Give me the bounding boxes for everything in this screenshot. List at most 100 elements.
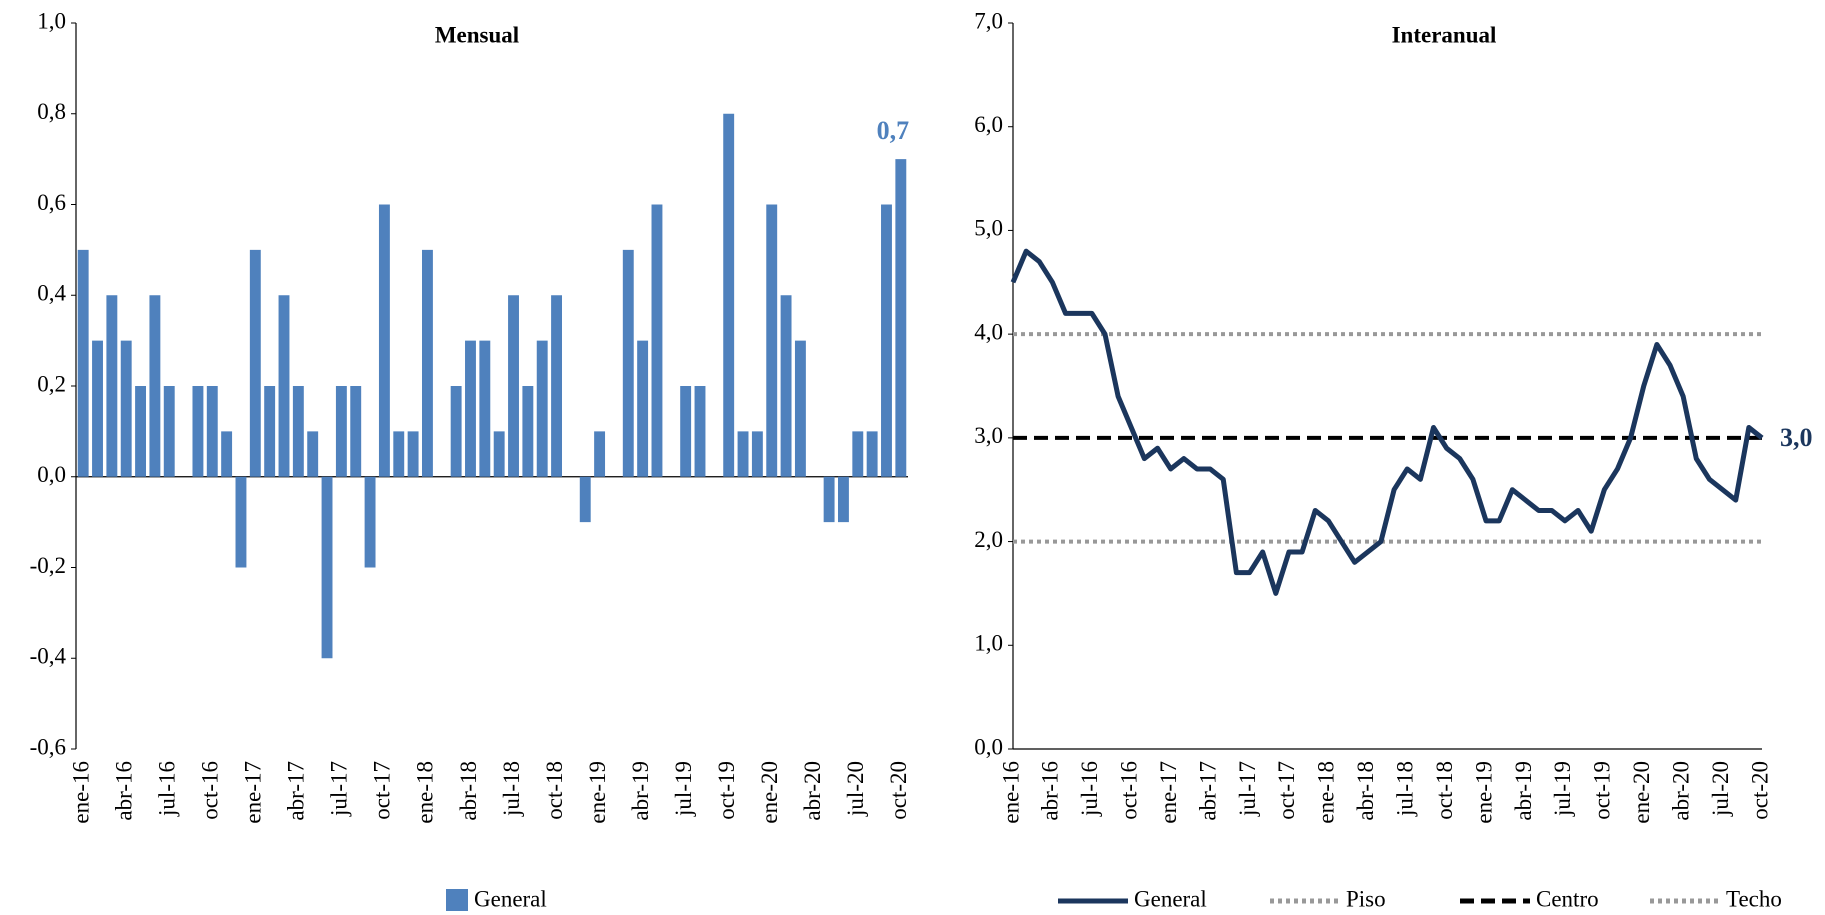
bar — [364, 476, 376, 568]
y-tick-label: 0,0 — [974, 734, 1003, 759]
bar — [106, 295, 118, 477]
bar — [350, 386, 362, 477]
legend-label: Techo — [1726, 886, 1782, 911]
y-tick-label: 0,2 — [37, 371, 66, 396]
bar — [421, 249, 433, 477]
x-tick-label: oct-16 — [198, 761, 223, 820]
bar — [163, 386, 175, 477]
bar — [780, 295, 792, 477]
bar — [479, 340, 491, 477]
x-tick-label: jul-19 — [671, 761, 696, 817]
x-tick-label: ene-20 — [1629, 761, 1654, 824]
bar — [794, 340, 806, 477]
x-tick-label: ene-19 — [585, 761, 610, 824]
x-tick-label: jul-20 — [843, 761, 868, 817]
y-tick-label: 1,0 — [974, 631, 1003, 656]
y-tick-label: 0,6 — [37, 190, 66, 215]
bar — [579, 476, 591, 523]
data-label: 0,7 — [877, 116, 910, 145]
bar — [881, 204, 892, 477]
y-tick-label: 5,0 — [974, 216, 1003, 241]
x-tick-label: jul-16 — [155, 761, 180, 817]
x-tick-label: abr-19 — [628, 761, 653, 821]
bar — [249, 249, 261, 477]
bar — [751, 431, 763, 477]
x-tick-label: jul-20 — [1708, 761, 1733, 817]
x-tick-label: abr-16 — [1038, 761, 1063, 821]
bar — [378, 204, 390, 477]
bar — [837, 476, 849, 523]
bar — [895, 159, 907, 477]
line — [1010, 248, 1764, 596]
x-tick-label: ene-17 — [1156, 761, 1181, 824]
chart-title: Mensual — [435, 22, 519, 47]
bar — [694, 386, 706, 477]
bar — [723, 113, 735, 477]
x-tick-label: jul-17 — [1235, 761, 1260, 817]
y-tick-label: 0,8 — [37, 99, 66, 124]
legend-label: Piso — [1346, 886, 1386, 911]
x-tick-label: jul-18 — [499, 761, 524, 817]
x-tick-label: oct-20 — [1747, 761, 1772, 820]
y-tick-label: 3,0 — [974, 423, 1003, 448]
bar — [637, 340, 649, 477]
legend-label: General — [1134, 886, 1207, 911]
bar — [852, 431, 864, 477]
x-tick-label: abr-19 — [1511, 761, 1536, 821]
bar — [321, 476, 333, 659]
bar — [508, 295, 519, 477]
x-tick-label: ene-16 — [998, 761, 1023, 824]
bar — [206, 386, 218, 477]
bar — [120, 340, 132, 477]
bar — [493, 431, 505, 477]
x-tick-label: abr-17 — [1195, 761, 1220, 821]
bar — [192, 386, 204, 477]
bar — [335, 386, 347, 477]
x-tick-label: oct-17 — [370, 761, 395, 820]
legend-label: Centro — [1536, 886, 1599, 911]
x-tick-label: ene-20 — [757, 761, 782, 824]
x-tick-label: abr-16 — [111, 761, 136, 821]
x-tick-label: jul-19 — [1550, 761, 1575, 817]
bar — [92, 340, 103, 477]
x-tick-label: abr-17 — [284, 761, 309, 821]
x-tick-label: jul-18 — [1392, 761, 1417, 817]
x-tick-label: ene-18 — [1314, 761, 1339, 824]
y-tick-label: 0,0 — [37, 462, 66, 487]
y-tick-label: -0,4 — [30, 644, 67, 669]
y-tick-label: 1,0 — [37, 8, 66, 33]
x-tick-label: oct-17 — [1274, 761, 1299, 820]
y-tick-label: -0,2 — [30, 553, 66, 578]
x-tick-label: oct-18 — [1432, 761, 1457, 820]
x-tick-label: oct-20 — [886, 761, 911, 820]
bar — [622, 249, 634, 477]
x-tick-label: ene-18 — [413, 761, 438, 824]
bar — [737, 431, 749, 477]
bar — [651, 204, 663, 477]
x-tick-label: oct-19 — [1590, 761, 1615, 820]
x-tick-label: ene-17 — [241, 761, 266, 824]
x-tick-label: oct-16 — [1117, 761, 1142, 820]
bar — [264, 386, 276, 477]
legend-label: General — [474, 886, 547, 911]
bar — [77, 249, 89, 477]
bar — [135, 386, 147, 477]
x-tick-label: abr-18 — [1353, 761, 1378, 821]
bar — [594, 431, 606, 477]
legend-swatch — [446, 889, 468, 911]
bar — [307, 431, 319, 477]
x-tick-label: jul-16 — [1077, 761, 1102, 817]
bar — [536, 340, 548, 477]
bar — [450, 386, 462, 477]
y-tick-label: -0,6 — [30, 734, 66, 759]
data-label: 3,0 — [1780, 423, 1813, 452]
y-tick-label: 4,0 — [974, 319, 1003, 344]
bar — [149, 295, 161, 477]
x-tick-label: abr-20 — [1668, 761, 1693, 821]
bar — [522, 386, 534, 477]
bar — [278, 295, 290, 477]
bar — [465, 340, 476, 477]
bar — [235, 476, 247, 568]
bar — [221, 431, 233, 477]
